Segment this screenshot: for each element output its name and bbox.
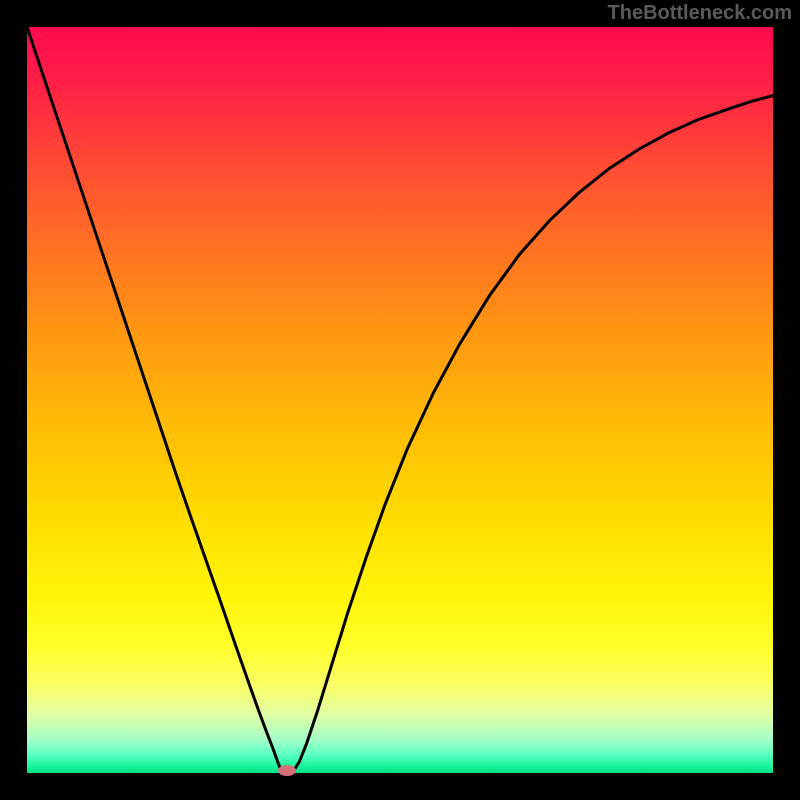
plot-area xyxy=(27,27,773,773)
watermark-text: TheBottleneck.com xyxy=(608,2,792,25)
minimum-marker xyxy=(278,765,296,776)
chart-container: TheBottleneck.com xyxy=(0,0,800,800)
curve-line xyxy=(27,27,773,773)
curve-path xyxy=(27,27,773,773)
